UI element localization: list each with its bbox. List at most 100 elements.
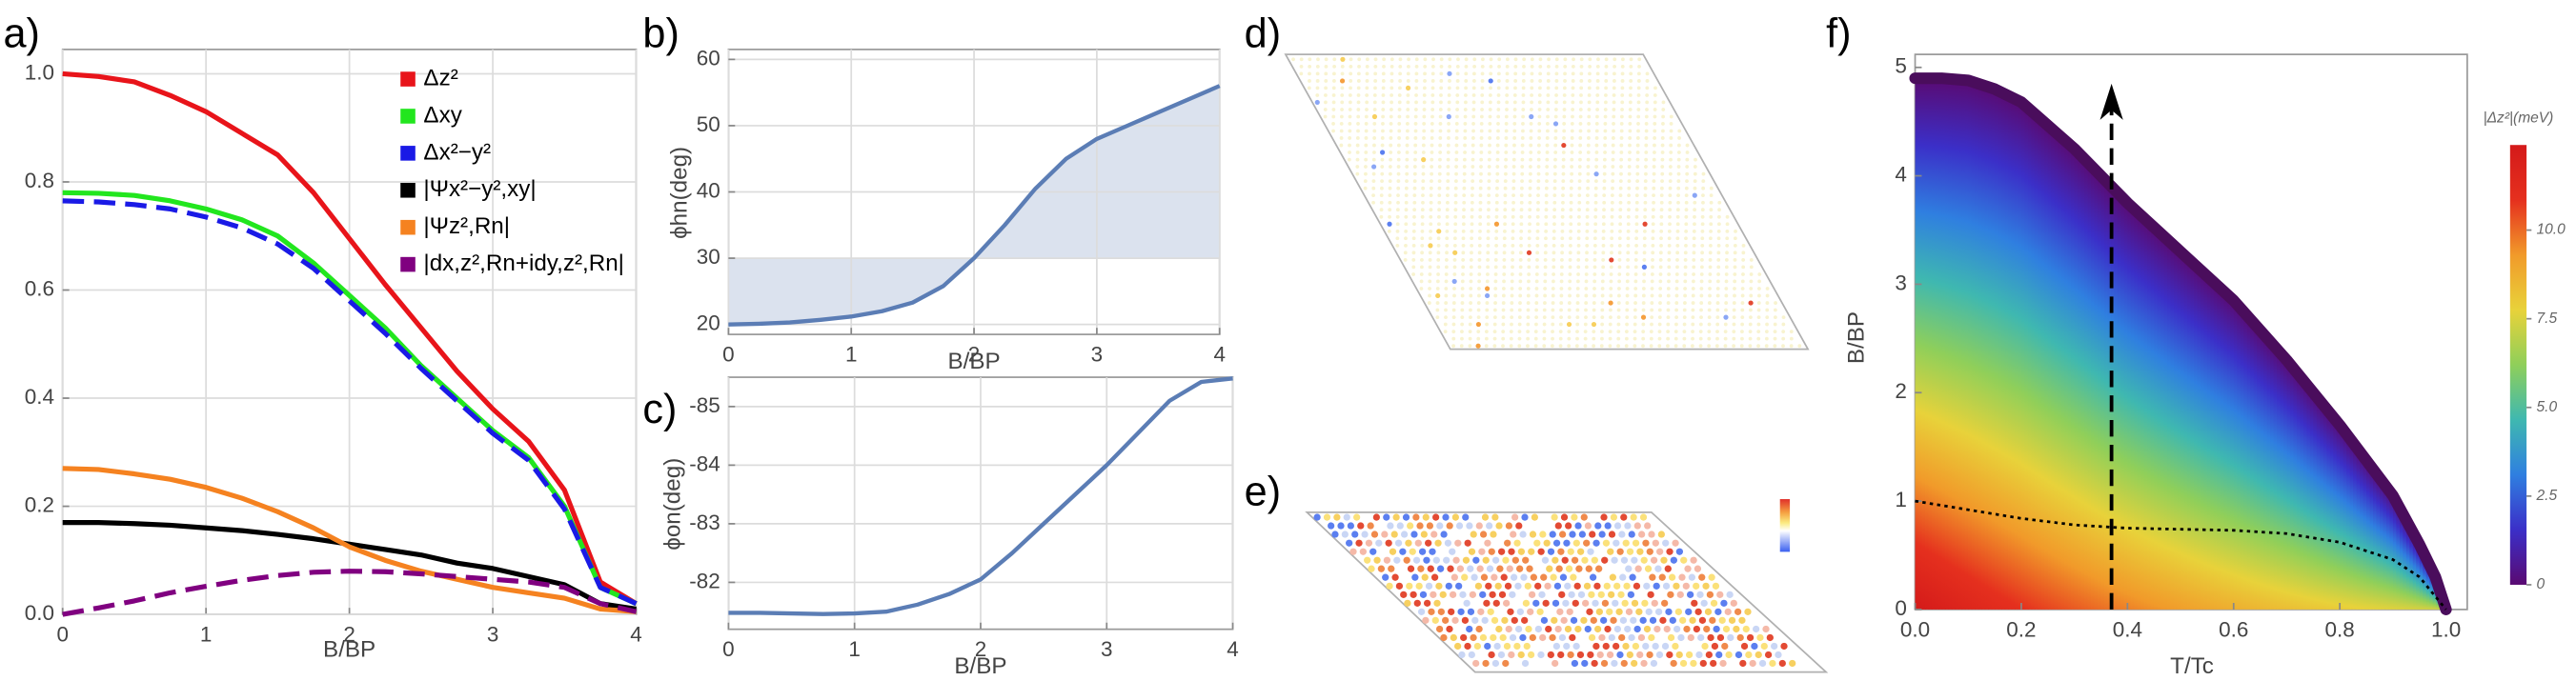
lattice-site [1465, 582, 1472, 590]
lattice-site [1710, 599, 1718, 607]
heatmap-column [2289, 366, 2295, 610]
lattice-site [1619, 114, 1624, 119]
lattice-site [1673, 344, 1678, 349]
lattice-site [1684, 565, 1692, 572]
lattice-site [1618, 222, 1623, 227]
lattice-site [1504, 129, 1509, 133]
lattice-site [1572, 539, 1580, 547]
lattice-site [1584, 301, 1589, 305]
lattice-site [1653, 93, 1657, 97]
lattice-site [1699, 301, 1704, 305]
lattice-site [1684, 214, 1689, 219]
lattice-site [1573, 582, 1581, 590]
lattice-site [1595, 86, 1600, 90]
lattice-site [1361, 531, 1369, 538]
lattice-site [1535, 565, 1544, 572]
lattice-site [1435, 625, 1444, 633]
lattice-site [1619, 129, 1624, 133]
lattice-site [1577, 193, 1582, 198]
lattice-site [1323, 114, 1328, 119]
x-tick-label: 3 [1101, 637, 1113, 661]
lattice-site [1444, 308, 1448, 312]
heatmap-column [2326, 411, 2331, 610]
lattice-site [1613, 539, 1620, 547]
lattice-site [1569, 208, 1573, 212]
lattice-site [1685, 150, 1690, 154]
lattice-site [1517, 651, 1525, 659]
lattice-site [1572, 642, 1580, 651]
lattice-site [1535, 229, 1540, 233]
lattice-site [1544, 582, 1552, 590]
y-tick-label: 0.2 [25, 493, 54, 517]
lattice-site [1552, 556, 1559, 564]
lattice-site [1460, 330, 1464, 334]
lattice-site [1380, 165, 1385, 169]
lattice-site [1659, 616, 1667, 624]
lattice-site [1518, 250, 1523, 255]
lattice-site [1517, 336, 1522, 341]
lattice-site [1495, 165, 1500, 169]
lattice-site [1485, 625, 1493, 633]
lattice-site [1572, 57, 1575, 62]
lattice-site [1504, 122, 1509, 126]
lattice-site [1626, 243, 1631, 248]
lattice-site [1438, 143, 1443, 148]
lattice-site [1653, 100, 1657, 105]
lattice-site [1460, 336, 1464, 341]
lattice-site [1724, 293, 1729, 298]
lattice-site [1625, 315, 1630, 320]
lattice-site [1421, 165, 1426, 169]
lattice-site [1467, 565, 1474, 572]
lattice-site [1592, 236, 1597, 241]
lattice-site [1592, 330, 1596, 334]
lattice-site [1592, 301, 1596, 305]
lattice-site [1602, 539, 1611, 547]
lattice-site [1673, 625, 1681, 633]
lattice-site [1331, 531, 1339, 538]
lattice-site [1637, 591, 1645, 598]
lattice-site [1593, 200, 1598, 205]
lattice-site [1617, 236, 1622, 241]
lattice-site [1454, 129, 1459, 133]
lattice-site [1599, 344, 1604, 349]
lattice-site [1528, 165, 1532, 169]
heatmap-column [2004, 94, 2010, 610]
heatmap-column [2356, 449, 2362, 610]
lattice-site [1553, 108, 1558, 111]
lattice-site [1331, 129, 1335, 133]
lattice-site [1709, 229, 1713, 233]
lattice-site [1552, 642, 1561, 651]
lattice-site [1437, 565, 1445, 572]
lattice-site [1588, 591, 1595, 598]
lattice-site [1503, 186, 1508, 190]
lattice-site [1613, 582, 1621, 590]
lattice-site [1421, 200, 1425, 205]
lattice-site [1509, 633, 1517, 642]
lattice-site [1502, 659, 1510, 668]
lattice-site [1700, 599, 1708, 607]
lattice-site [1564, 625, 1572, 633]
lattice-site [1666, 315, 1671, 320]
lattice-site [1600, 513, 1608, 521]
lattice-site [1595, 100, 1600, 105]
heatmap-column [2263, 335, 2268, 610]
lattice-site [1445, 222, 1450, 227]
lattice-site [1405, 150, 1410, 154]
lattice-site [1600, 336, 1604, 341]
lattice-site [1508, 651, 1515, 659]
lattice-site [1659, 229, 1664, 233]
lattice-site [1396, 200, 1400, 205]
lattice-site [1485, 301, 1490, 305]
heatmap-column [2343, 431, 2348, 610]
phase-boundary [1909, 72, 2452, 615]
lattice-site [1446, 200, 1450, 205]
heatmap-column [2360, 453, 2364, 610]
lattice-site [1604, 57, 1609, 62]
lattice-site [1428, 293, 1431, 298]
heatmap-column [2087, 164, 2093, 610]
lattice-site [1633, 582, 1641, 590]
lattice-site [1708, 272, 1713, 276]
lattice-site [1716, 272, 1720, 276]
lattice-site [1634, 236, 1638, 241]
lattice-site [1552, 121, 1559, 127]
